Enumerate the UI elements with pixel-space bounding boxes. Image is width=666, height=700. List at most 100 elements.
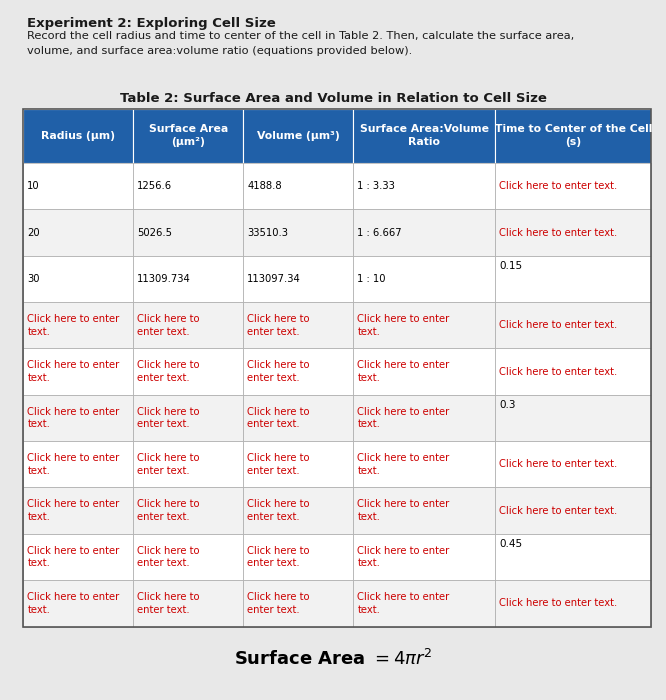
Bar (23, 534, 133, 580)
Text: 0.3: 0.3 (500, 400, 515, 410)
Text: Click here to enter text.: Click here to enter text. (500, 181, 617, 191)
Text: Click here to enter
text.: Click here to enter text. (357, 545, 450, 568)
Text: Click here to
enter text.: Click here to enter text. (247, 545, 310, 568)
Bar (133, 302, 243, 349)
Text: 4188.8: 4188.8 (247, 181, 282, 191)
Text: Click here to enter text.: Click here to enter text. (500, 367, 617, 377)
Text: Experiment 2: Exploring Cell Size: Experiment 2: Exploring Cell Size (27, 18, 275, 31)
Text: 30: 30 (27, 274, 40, 284)
Bar (353, 534, 496, 580)
Bar (243, 108, 353, 163)
Bar (23, 163, 133, 209)
Text: Record the cell radius and time to center of the cell in Table 2. Then, calculat: Record the cell radius and time to cente… (27, 32, 574, 55)
Text: Click here to enter
text.: Click here to enter text. (357, 499, 450, 522)
Bar (243, 163, 353, 209)
Text: Click here to enter
text.: Click here to enter text. (27, 545, 120, 568)
Text: Click here to enter
text.: Click here to enter text. (357, 360, 450, 383)
Text: Volume (μm³): Volume (μm³) (257, 131, 340, 141)
Bar (353, 108, 496, 163)
Text: Click here to enter text.: Click here to enter text. (500, 228, 617, 237)
Text: Click here to
enter text.: Click here to enter text. (247, 499, 310, 522)
Text: Click here to
enter text.: Click here to enter text. (137, 592, 200, 615)
Bar (496, 395, 651, 441)
Text: 1 : 3.33: 1 : 3.33 (357, 181, 395, 191)
Bar (23, 395, 133, 441)
Text: Click here to enter
text.: Click here to enter text. (27, 592, 120, 615)
Text: Click here to enter text.: Click here to enter text. (500, 321, 617, 330)
Text: Click here to
enter text.: Click here to enter text. (137, 453, 200, 476)
Text: Click here to
enter text.: Click here to enter text. (247, 314, 310, 337)
Bar (353, 349, 496, 395)
Bar (23, 108, 133, 163)
Text: 0.15: 0.15 (500, 261, 522, 272)
Bar (243, 395, 353, 441)
Bar (23, 349, 133, 395)
Text: 1256.6: 1256.6 (137, 181, 172, 191)
Text: 113097.34: 113097.34 (247, 274, 301, 284)
Text: Click here to enter text.: Click here to enter text. (500, 459, 617, 469)
Text: Click here to enter text.: Click here to enter text. (500, 598, 617, 608)
Bar (353, 441, 496, 487)
Bar (353, 256, 496, 302)
Bar (243, 441, 353, 487)
Text: Click here to
enter text.: Click here to enter text. (247, 407, 310, 429)
Text: 1 : 6.667: 1 : 6.667 (357, 228, 402, 237)
Text: Table 2: Surface Area and Volume in Relation to Cell Size: Table 2: Surface Area and Volume in Rela… (120, 92, 546, 106)
Text: 33510.3: 33510.3 (247, 228, 288, 237)
Bar (353, 487, 496, 534)
Bar (496, 108, 651, 163)
Bar (243, 302, 353, 349)
Text: 11309.734: 11309.734 (137, 274, 191, 284)
Text: Click here to
enter text.: Click here to enter text. (137, 545, 200, 568)
Text: Click here to
enter text.: Click here to enter text. (137, 360, 200, 383)
Bar (353, 395, 496, 441)
Bar (496, 302, 651, 349)
Bar (133, 534, 243, 580)
Bar (243, 209, 353, 256)
Bar (243, 580, 353, 626)
Text: 0.45: 0.45 (500, 540, 522, 550)
Bar (496, 349, 651, 395)
Text: Click here to enter
text.: Click here to enter text. (357, 314, 450, 337)
Bar (243, 349, 353, 395)
Bar (23, 302, 133, 349)
Bar (133, 441, 243, 487)
Bar (243, 487, 353, 534)
Text: Click here to
enter text.: Click here to enter text. (247, 453, 310, 476)
Bar (496, 441, 651, 487)
Text: Click here to
enter text.: Click here to enter text. (137, 407, 200, 429)
Bar (496, 534, 651, 580)
Text: Click here to enter
text.: Click here to enter text. (357, 592, 450, 615)
Bar (23, 209, 133, 256)
Bar (133, 256, 243, 302)
Text: Click here to enter
text.: Click here to enter text. (357, 407, 450, 429)
Bar (133, 108, 243, 163)
Text: Radius (μm): Radius (μm) (41, 131, 115, 141)
Bar (353, 302, 496, 349)
Text: 10: 10 (27, 181, 40, 191)
Bar (133, 487, 243, 534)
Text: Surface Area
(μm²): Surface Area (μm²) (149, 124, 228, 148)
Text: Click here to enter text.: Click here to enter text. (500, 505, 617, 516)
Bar (353, 163, 496, 209)
Text: 5026.5: 5026.5 (137, 228, 172, 237)
Bar (133, 580, 243, 626)
Text: Click here to enter
text.: Click here to enter text. (27, 314, 120, 337)
Text: Click here to enter
text.: Click here to enter text. (27, 407, 120, 429)
Text: 20: 20 (27, 228, 40, 237)
Bar (496, 163, 651, 209)
Text: Click here to enter
text.: Click here to enter text. (27, 499, 120, 522)
Text: Click here to enter
text.: Click here to enter text. (27, 360, 120, 383)
Text: Click here to enter
text.: Click here to enter text. (357, 453, 450, 476)
Bar (496, 209, 651, 256)
Text: 1 : 10: 1 : 10 (357, 274, 386, 284)
Bar (23, 487, 133, 534)
Bar (133, 349, 243, 395)
Bar (133, 163, 243, 209)
Text: Click here to enter
text.: Click here to enter text. (27, 453, 120, 476)
Bar (496, 487, 651, 534)
Text: Click here to
enter text.: Click here to enter text. (137, 499, 200, 522)
Bar (23, 441, 133, 487)
Text: Click here to
enter text.: Click here to enter text. (247, 592, 310, 615)
Bar (23, 108, 651, 626)
